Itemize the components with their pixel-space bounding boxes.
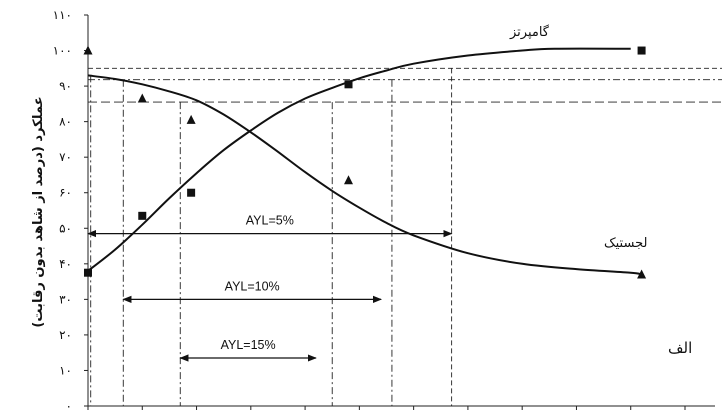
y-tick-label: ۸۰ — [59, 115, 72, 129]
y-tick-label: ۹۰ — [59, 79, 72, 93]
y-tick-label: ۱۰ — [59, 363, 72, 377]
ayl-label: AYL=15% — [221, 338, 276, 352]
ayl-label: AYL=10% — [225, 279, 280, 293]
y-tick-label: ۵۰ — [59, 221, 72, 235]
y-tick-label: ۲۰ — [59, 328, 72, 342]
gompertz-point — [187, 188, 196, 197]
gompertz-point — [344, 80, 353, 89]
axes — [87, 15, 715, 410]
curve-label-logistic: لجستیک — [604, 236, 647, 251]
curve-label-gompertz: گامپرتز — [509, 24, 550, 40]
logistic-point — [83, 45, 93, 55]
gompertz-point — [84, 268, 92, 277]
gompertz-curve — [87, 47, 631, 272]
panel-label: الف — [668, 339, 692, 357]
y-tick-label: ۶۰ — [59, 186, 72, 200]
guide-lines — [88, 67, 722, 406]
gompertz-point — [637, 46, 646, 55]
y-tick-label: ۴۰ — [59, 257, 72, 271]
y-axis-title: عملکرد (درصد از شاهد بدون رقابت) — [31, 96, 46, 327]
logistic-curve — [87, 74, 642, 276]
logistic-point — [186, 114, 196, 124]
data-markers — [83, 45, 647, 279]
gompertz-point — [138, 211, 147, 220]
y-tick-label: ۷۰ — [59, 150, 72, 164]
logistic-point — [637, 269, 647, 279]
logistic-point — [344, 175, 354, 185]
curves — [87, 47, 642, 276]
y-tick-label: ۰ — [66, 399, 72, 413]
y-tick-label: ۳۰ — [59, 292, 72, 306]
y-ticks: ۰ ۱۰ ۲۰ ۳۰ ۴۰ ۵۰ ۶۰ ۷۰ ۸۰ ۹۰ ۱۰۰ ۱۱۰ — [53, 8, 88, 413]
logistic-point — [137, 93, 147, 103]
ayl-arrows: AYL=5% AYL=10% AYL=15% — [87, 214, 453, 362]
y-tick-label: ۱۰۰ — [53, 44, 72, 58]
ayl-label: AYL=5% — [246, 214, 294, 228]
y-tick-label: ۱۱۰ — [53, 8, 72, 22]
